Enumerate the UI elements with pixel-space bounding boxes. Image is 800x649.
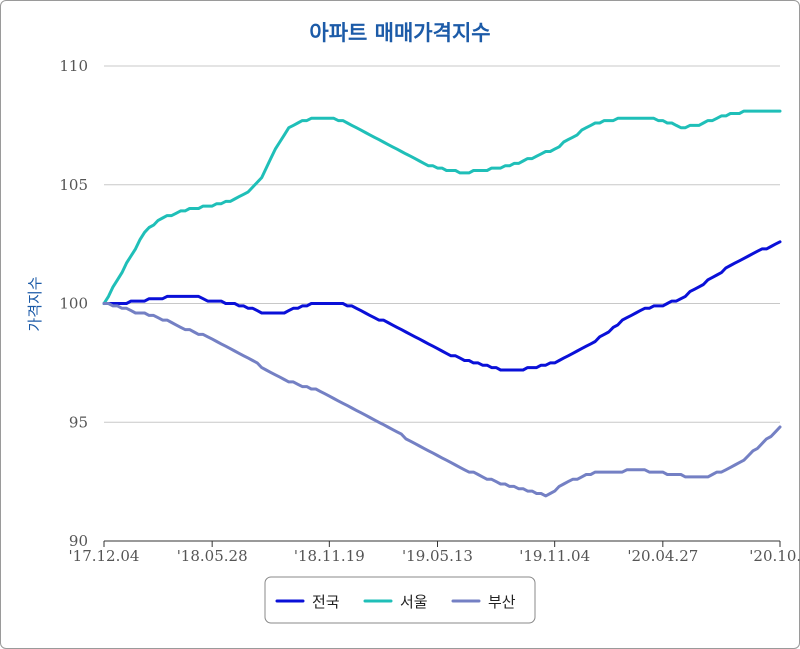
y-tick-label: 110 (59, 57, 88, 75)
y-tick-label: 105 (59, 176, 88, 194)
chart-title: 아파트 매매가격지수 (309, 21, 490, 45)
series-line-2 (102, 109, 782, 305)
legend-label: 서울 (400, 593, 428, 611)
x-axis (103, 540, 781, 547)
legend-item-3[interactable]: 부산 (451, 593, 516, 611)
legend-item-2[interactable]: 서울 (363, 593, 428, 611)
y-tick-label: 100 (59, 295, 88, 313)
grid-lines (104, 65, 780, 423)
x-tick-label: '18.05.28 (177, 547, 248, 565)
x-tick-label: '20.10.1 (749, 547, 800, 565)
legend-label: 부산 (488, 593, 516, 611)
legend-label: 전국 (312, 593, 340, 611)
y-tick-labels: 90 95 100 105 110 (59, 57, 88, 550)
series-line-1 (102, 240, 782, 372)
x-tick-label: '19.05.13 (402, 547, 473, 565)
y-tick-label: 95 (69, 413, 88, 431)
legend-box (264, 576, 536, 624)
y-axis-label: 가격지수 (26, 276, 44, 331)
series-line-3 (102, 302, 782, 498)
series-lines (102, 109, 782, 498)
x-tick-label: '17.12.04 (69, 547, 140, 565)
y-tick-label: 90 (69, 532, 88, 550)
x-tick-label: '19.11.04 (519, 547, 590, 565)
x-tick-label: '18.11.19 (294, 547, 365, 565)
x-tick-labels: '17.12.04 '18.05.28 '18.11.19 '19.05.13 '19.… (69, 547, 800, 565)
legend[interactable]: 전국 서울 부산 (264, 576, 536, 624)
legend-item-1[interactable]: 전국 (275, 593, 340, 611)
x-tick-label: '20.04.27 (627, 547, 698, 565)
